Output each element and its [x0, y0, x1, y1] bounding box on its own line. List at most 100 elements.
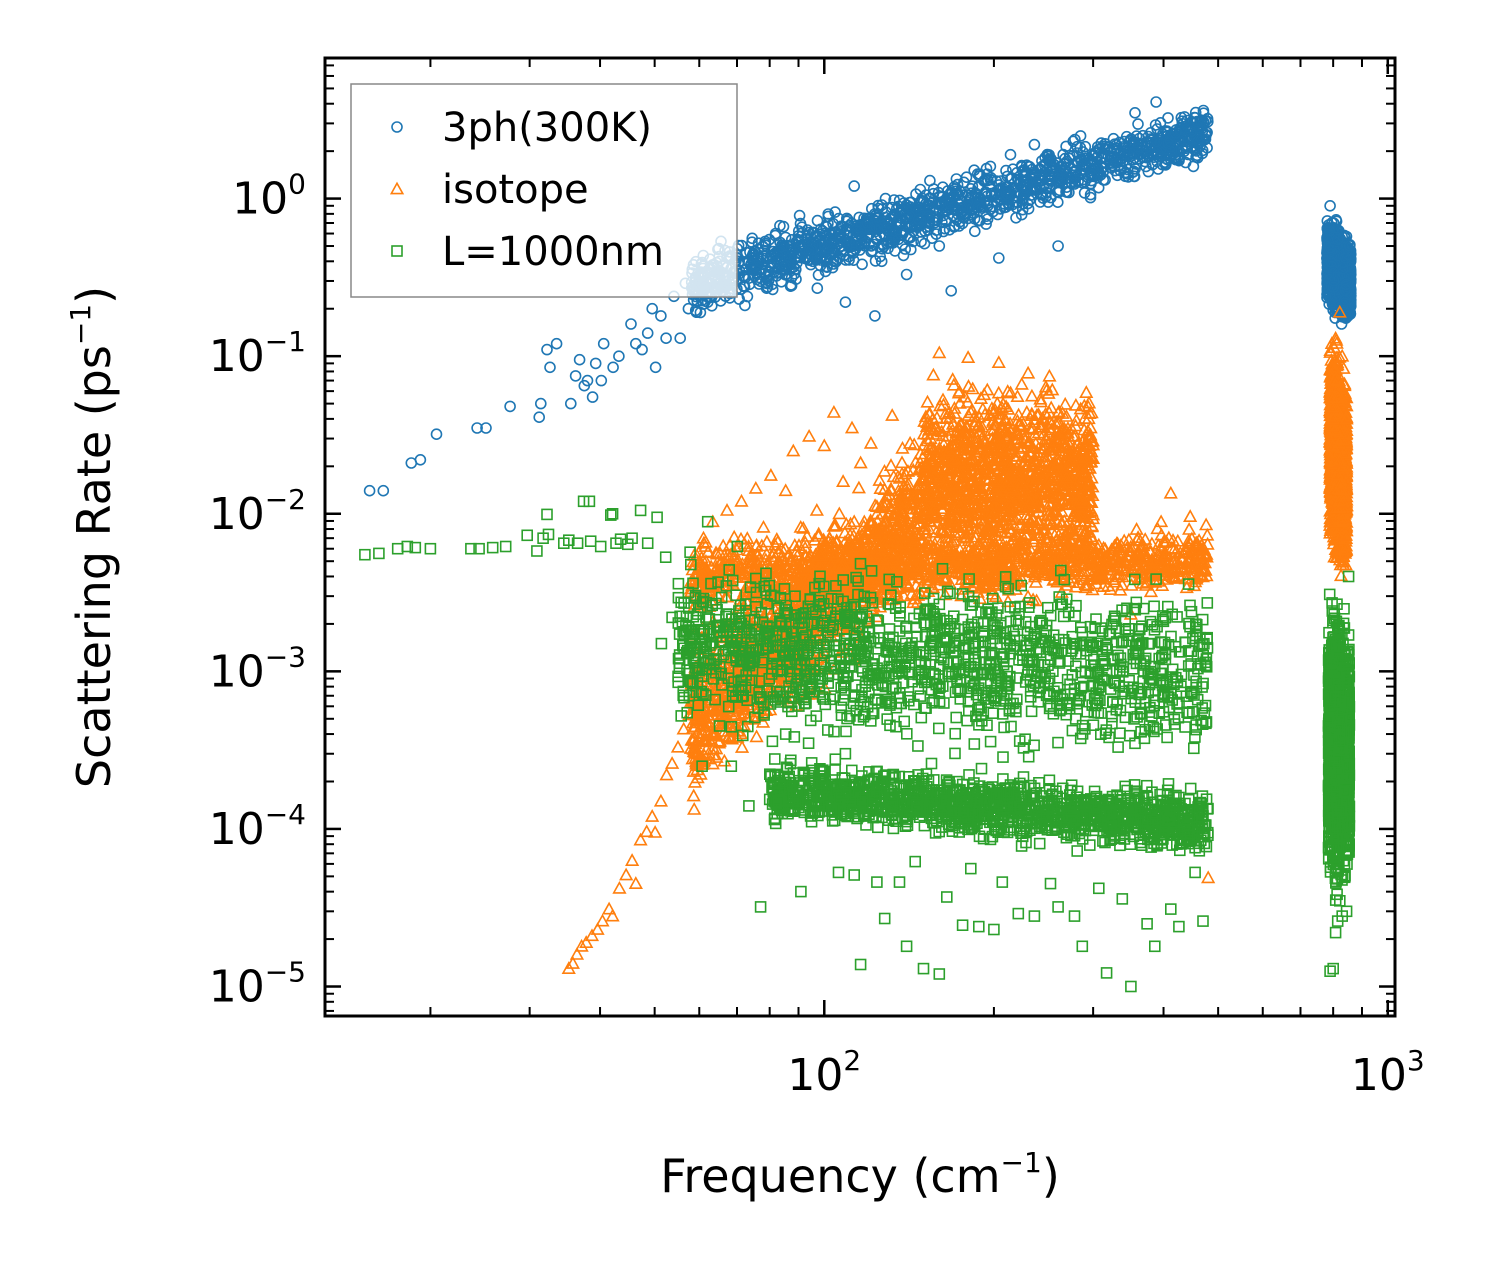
data-point — [919, 203, 932, 216]
data-point — [814, 254, 827, 266]
data-point — [1113, 136, 1126, 149]
data-point — [1173, 145, 1185, 157]
data-point — [915, 235, 927, 248]
data-point — [937, 225, 950, 238]
data-point — [1191, 149, 1203, 162]
data-point — [756, 240, 769, 253]
data-point — [1018, 175, 1031, 188]
data-point — [794, 217, 807, 230]
data-point — [933, 198, 945, 211]
data-point — [809, 231, 822, 244]
data-point — [829, 206, 841, 218]
data-point — [1036, 155, 1048, 167]
data-point — [982, 199, 994, 212]
data-point — [1166, 144, 1178, 156]
data-point — [1066, 177, 1078, 189]
data-point — [759, 237, 772, 250]
data-point — [1083, 162, 1095, 174]
data-point — [1029, 169, 1041, 182]
data-point — [1091, 141, 1104, 153]
data-point — [1086, 169, 1098, 182]
data-point — [897, 249, 910, 262]
data-point — [775, 240, 788, 253]
data-point — [1179, 142, 1192, 155]
data-point — [1186, 140, 1198, 153]
data-point — [947, 209, 959, 222]
data-point — [843, 219, 856, 232]
data-point — [1045, 156, 1057, 168]
data-point — [840, 234, 853, 247]
data-point — [1057, 148, 1069, 161]
data-point — [733, 293, 746, 305]
data-point — [998, 201, 1011, 214]
data-point — [814, 223, 827, 236]
data-point — [746, 236, 758, 248]
data-point — [793, 239, 806, 252]
data-point — [1156, 158, 1169, 171]
data-point — [863, 238, 875, 250]
data-point — [943, 224, 956, 236]
data-point — [772, 250, 784, 262]
data-point — [903, 196, 916, 209]
data-point — [840, 223, 852, 235]
data-point — [822, 208, 835, 220]
data-point — [1070, 165, 1083, 177]
data-point — [1104, 161, 1117, 174]
data-point — [1016, 164, 1029, 177]
data-point — [873, 211, 885, 224]
data-point — [1055, 173, 1068, 185]
data-point — [1015, 208, 1028, 221]
data-point — [1044, 175, 1056, 187]
data-point — [861, 217, 874, 229]
data-point — [962, 189, 975, 202]
data-point — [874, 250, 887, 263]
data-point — [865, 202, 878, 215]
data-point — [777, 220, 790, 233]
data-point — [790, 236, 803, 248]
data-point — [881, 221, 893, 233]
data-point — [904, 243, 917, 256]
data-point — [837, 249, 850, 262]
data-point — [996, 190, 1008, 202]
data-point — [1043, 149, 1055, 161]
data-point — [788, 252, 801, 264]
data-point — [971, 168, 984, 180]
data-point — [792, 233, 805, 246]
data-point — [927, 196, 939, 208]
data-point — [1185, 125, 1197, 138]
data-point — [1031, 177, 1044, 190]
data-point — [1010, 212, 1022, 224]
data-point — [878, 228, 890, 241]
data-point — [928, 216, 941, 229]
data-point — [760, 270, 773, 282]
data-point — [1051, 186, 1064, 198]
data-point — [961, 200, 974, 213]
data-point — [759, 276, 772, 289]
data-point — [948, 190, 960, 203]
data-point — [952, 208, 964, 220]
data-point — [985, 172, 997, 184]
data-point — [834, 231, 847, 244]
data-point — [1040, 191, 1052, 203]
data-point — [738, 269, 751, 282]
data-point — [1052, 172, 1064, 185]
data-point — [836, 220, 849, 233]
data-point — [991, 208, 1004, 221]
data-point — [1128, 170, 1141, 183]
data-point — [1061, 155, 1073, 168]
data-point — [821, 260, 833, 273]
data-point — [1075, 154, 1087, 166]
data-point — [1130, 136, 1143, 149]
data-point — [958, 210, 970, 223]
data-point — [855, 230, 868, 243]
data-point — [1022, 203, 1035, 215]
data-point — [1017, 189, 1030, 201]
data-point — [892, 233, 905, 246]
data-point — [1019, 181, 1031, 194]
data-point — [922, 224, 934, 236]
data-point — [763, 233, 776, 246]
data-point — [1148, 151, 1160, 163]
data-point — [979, 186, 992, 198]
data-point — [981, 213, 994, 225]
